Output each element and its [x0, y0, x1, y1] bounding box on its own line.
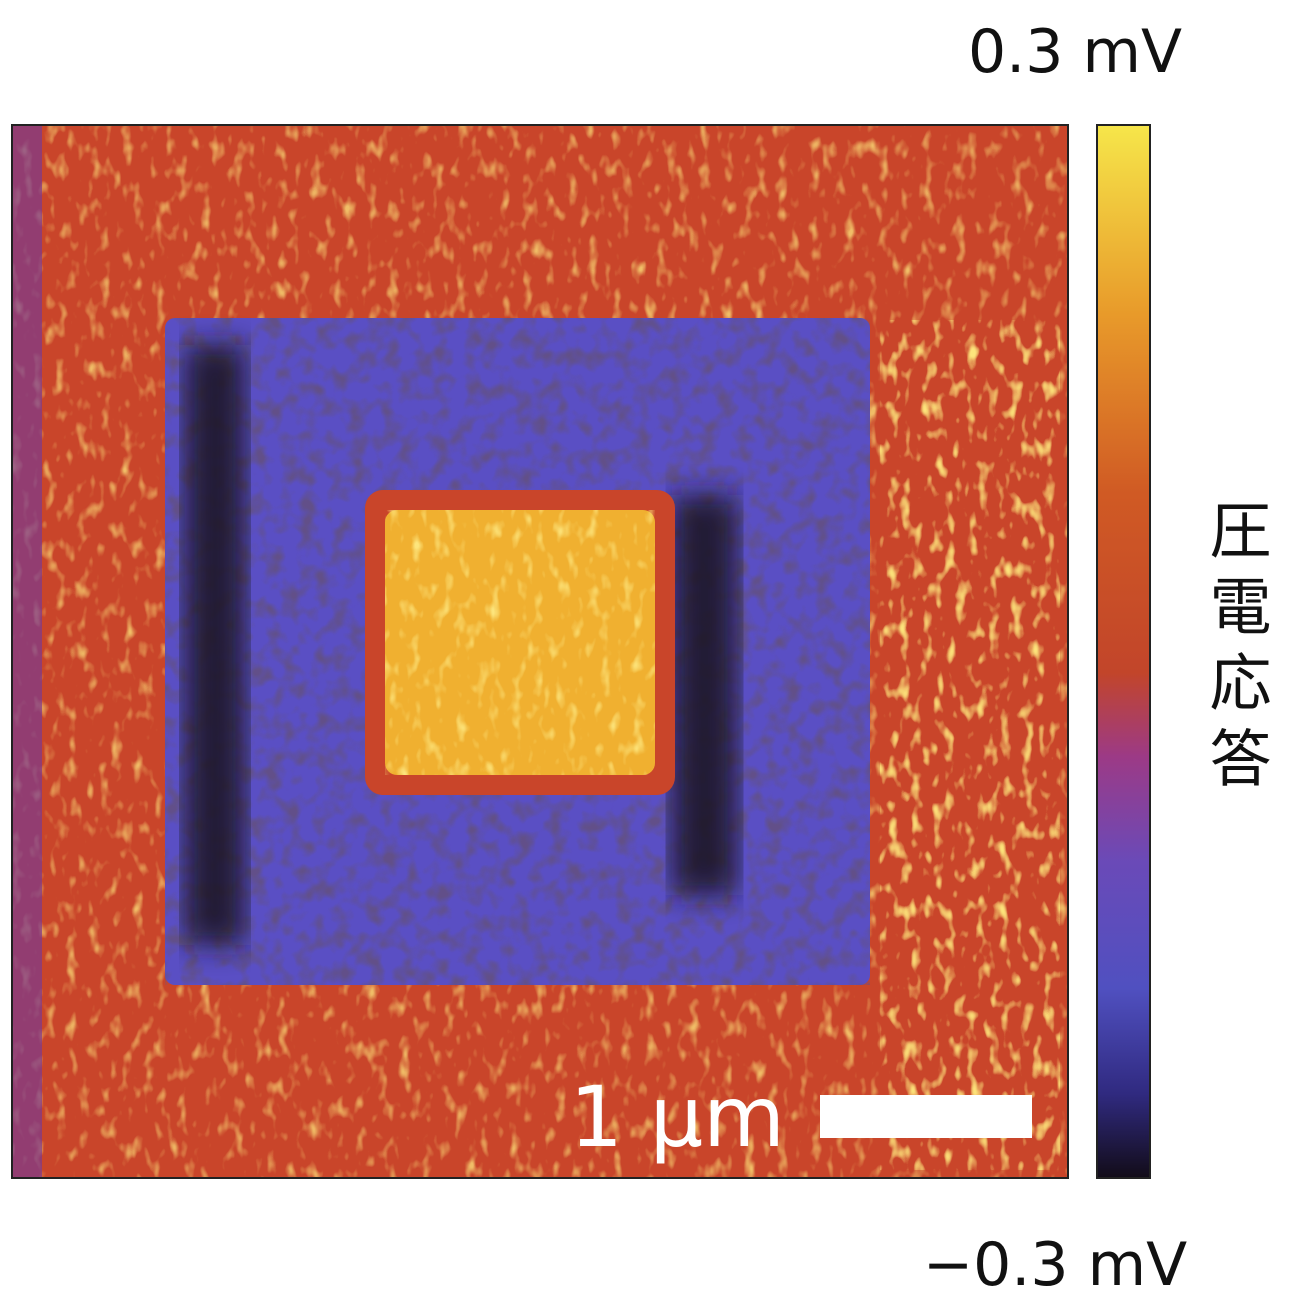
scale-bar-label: 1 μm	[570, 1068, 785, 1166]
colorbar-axis-label: 圧電応答	[1199, 498, 1272, 802]
page: 1 μm 0.3 mV −0.3 mV 圧電応答 (() => { const …	[0, 0, 1301, 1292]
figure: 1 μm 0.3 mV −0.3 mV 圧電応答	[0, 0, 1301, 1292]
colorbar-min-label: −0.3 mV	[923, 1230, 1187, 1292]
scale-bar-line	[820, 1095, 1032, 1138]
colorbar-gradient	[1097, 125, 1150, 1178]
colorbar-max-label: 0.3 mV	[968, 17, 1182, 87]
pfm-image	[12, 125, 1068, 1178]
